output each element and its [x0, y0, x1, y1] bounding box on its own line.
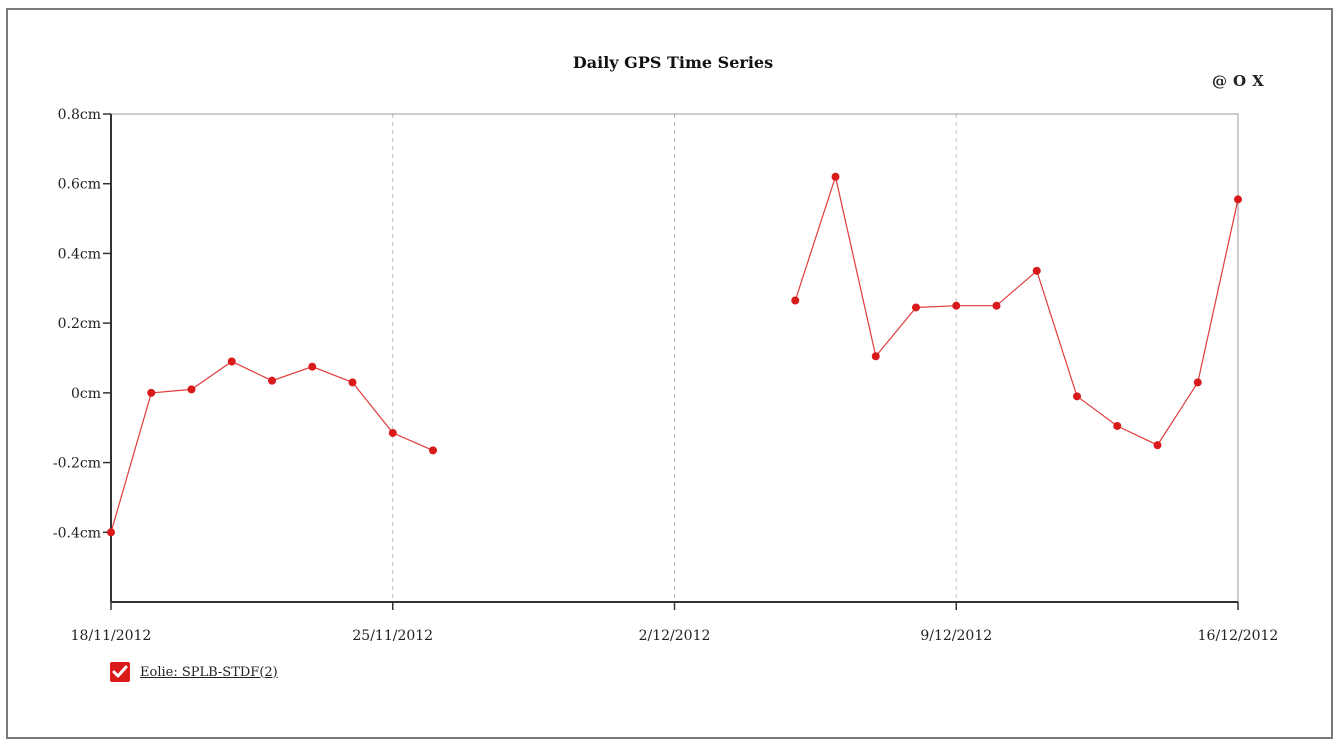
y-tick-label: -0.2cm [53, 456, 101, 472]
data-point [1234, 195, 1242, 204]
y-tick-label: 0.4cm [58, 246, 101, 262]
data-point [187, 385, 196, 394]
x-tick-label: 9/12/2012 [920, 628, 992, 644]
chart-toolbar: @ O X [1212, 72, 1264, 90]
legend-label[interactable]: Eolie: SPLB-STDF(2) [140, 664, 278, 680]
y-tick-label: 0.6cm [58, 177, 101, 193]
data-point [268, 376, 276, 385]
data-point [107, 528, 115, 537]
data-point [992, 301, 1001, 310]
x-tick-label: 25/11/2012 [352, 628, 433, 644]
tick-labels: 18/11/2012 25/11/2012 2/12/2012 9/12/2012 16… [53, 107, 1278, 644]
data-point [791, 296, 800, 305]
data-point [1073, 392, 1081, 401]
axes [103, 113, 1239, 610]
series-line [110, 360, 434, 533]
data-point [429, 446, 437, 455]
x-tick-label: 2/12/2012 [639, 628, 711, 644]
data-point [952, 301, 961, 310]
series-layer [107, 172, 1242, 537]
data-point [912, 303, 920, 312]
reset-zoom-button[interactable]: O [1233, 72, 1247, 90]
data-point [831, 172, 840, 181]
chart-frame [6, 8, 1333, 739]
close-button[interactable]: X [1252, 72, 1264, 90]
y-tick-label: -0.4cm [53, 525, 101, 541]
series-line [794, 174, 1239, 446]
data-point [308, 362, 317, 371]
data-point [1032, 266, 1041, 275]
data-point [227, 357, 236, 366]
legend: Eolie: SPLB-STDF(2) [110, 662, 278, 682]
data-point [1153, 441, 1162, 450]
y-tick-label: 0.2cm [58, 316, 101, 332]
x-tick-label: 16/12/2012 [1198, 628, 1279, 644]
grid-lines [392, 114, 957, 602]
data-point [147, 388, 156, 397]
checkmark-icon [112, 665, 128, 678]
data-point [348, 378, 357, 387]
data-point [1193, 378, 1202, 387]
chart-title: Daily GPS Time Series [573, 53, 773, 72]
y-tick-label: 0.8cm [58, 107, 101, 123]
x-tick-label: 18/11/2012 [71, 628, 152, 644]
y-tick-label: 0cm [71, 386, 101, 402]
legend-checkbox[interactable] [110, 662, 130, 682]
data-point [388, 428, 397, 437]
zoom-icon[interactable]: @ [1212, 72, 1227, 90]
data-point [871, 352, 880, 361]
data-point [1113, 421, 1122, 430]
